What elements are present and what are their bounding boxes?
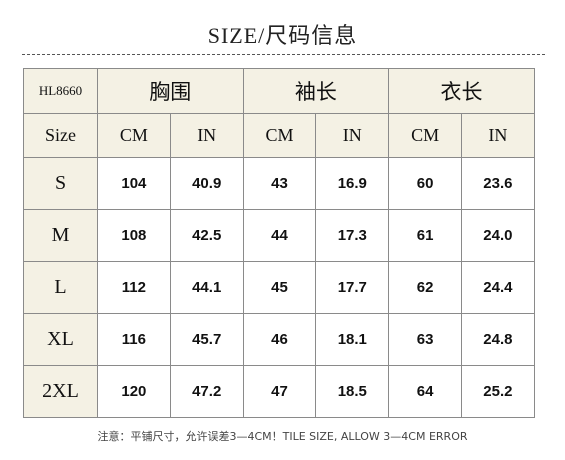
value-cell: 62: [388, 261, 462, 314]
value-cell: 60: [388, 157, 462, 210]
value-cell: 43: [242, 157, 317, 210]
value-cell: 120: [97, 365, 171, 418]
unit-header: CM: [97, 113, 171, 158]
style-code: HL8660: [23, 68, 98, 114]
value-cell: 116: [97, 313, 171, 366]
value-cell: 45.7: [169, 313, 244, 366]
value-cell: 47.2: [169, 365, 244, 418]
data-row: L 112 44.1 45 17.7 62 24.4: [23, 261, 535, 314]
value-cell: 108: [97, 209, 171, 262]
unit-header: CM: [388, 113, 462, 158]
value-cell: 42.5: [169, 209, 244, 262]
title: SIZE/尺码信息: [207, 23, 358, 48]
table-body: HL8660 胸围 袖长 衣长 Size CM IN CM IN CM IN S 104 40.9 43 16…: [23, 68, 535, 418]
size-header: Size: [23, 113, 98, 158]
value-cell: 23.6: [460, 157, 535, 210]
size-table: HL8660 胸围 袖长 衣长 Size CM IN CM IN CM IN S 104 40.9 43 16…: [23, 68, 535, 418]
value-cell: 45: [242, 261, 317, 314]
divider: [22, 54, 545, 55]
header-row: HL8660 胸围 袖长 衣长: [23, 68, 535, 114]
value-cell: 64: [388, 365, 462, 418]
value-cell: 24.4: [460, 261, 535, 314]
size-cell: S: [23, 157, 98, 210]
value-cell: 24.0: [460, 209, 535, 262]
group-header: 衣长: [388, 68, 535, 114]
data-row: M 108 42.5 44 17.3 61 24.0: [23, 209, 535, 262]
note: 注意：平铺尺寸，允许误差3—4CM！TILE SIZE, ALLOW 3—4CM…: [97, 430, 468, 443]
value-cell: 104: [97, 157, 171, 210]
value-cell: 61: [388, 209, 462, 262]
data-row: S 104 40.9 43 16.9 60 23.6: [23, 157, 535, 210]
unit-header: IN: [169, 113, 244, 158]
value-cell: 40.9: [169, 157, 244, 210]
value-cell: 17.3: [315, 209, 390, 262]
value-cell: 44: [242, 209, 317, 262]
unit-header: IN: [315, 113, 390, 158]
group-header: 袖长: [242, 68, 390, 114]
value-cell: 17.7: [315, 261, 390, 314]
size-cell: XL: [23, 313, 98, 366]
group-header: 胸围: [97, 68, 244, 114]
unit-header: CM: [242, 113, 317, 158]
size-cell: L: [23, 261, 98, 314]
value-cell: 63: [388, 313, 462, 366]
value-cell: 24.8: [460, 313, 535, 366]
value-cell: 44.1: [169, 261, 244, 314]
size-cell: 2XL: [23, 365, 98, 418]
unit-row: Size CM IN CM IN CM IN: [23, 113, 535, 158]
value-cell: 47: [242, 365, 317, 418]
value-cell: 18.5: [315, 365, 390, 418]
unit-header: IN: [460, 113, 535, 158]
data-row: 2XL 120 47.2 47 18.5 64 25.2: [23, 365, 535, 418]
value-cell: 18.1: [315, 313, 390, 366]
value-cell: 16.9: [315, 157, 390, 210]
size-cell: M: [23, 209, 98, 262]
value-cell: 46: [242, 313, 317, 366]
value-cell: 112: [97, 261, 171, 314]
data-row: XL 116 45.7 46 18.1 63 24.8: [23, 313, 535, 366]
value-cell: 25.2: [460, 365, 535, 418]
